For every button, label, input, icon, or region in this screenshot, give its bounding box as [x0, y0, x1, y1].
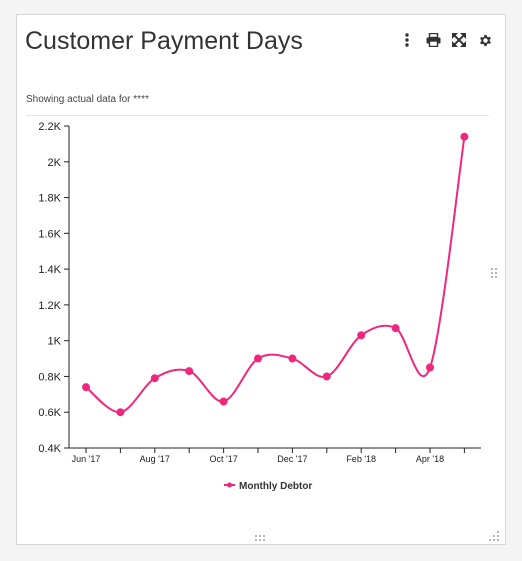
x-tick-label: Dec '17: [277, 454, 307, 464]
y-tick-label: 2K: [48, 157, 62, 169]
y-tick-label: 0.8K: [38, 371, 61, 383]
legend-dot-marker: [227, 482, 232, 488]
y-tick-label: 1.4K: [38, 264, 61, 276]
series-layer: [82, 132, 469, 417]
gear-icon[interactable]: [477, 32, 493, 48]
y-tick-label: 1K: [48, 336, 62, 348]
resize-handle-corner[interactable]: [489, 528, 499, 541]
data-point[interactable]: [460, 132, 469, 141]
y-tick-label: 1.8K: [38, 193, 61, 205]
y-axis: 0.4K 0.6K 0.8K 1K 1.2K 1.4K 1.6K 1.8K 2K 2.2K: [38, 121, 70, 455]
chart-widget: Customer Payment Days: [16, 14, 506, 545]
data-point[interactable]: [322, 372, 331, 381]
data-point[interactable]: [116, 408, 125, 417]
divider: [26, 115, 489, 116]
x-tick-label: Jun '17: [72, 454, 101, 464]
data-point[interactable]: [426, 363, 434, 372]
data-point[interactable]: [288, 354, 297, 363]
printer-icon[interactable]: [425, 32, 441, 48]
widget-title: Customer Payment Days: [25, 27, 303, 55]
x-tick-label: Feb '18: [346, 454, 376, 464]
data-point[interactable]: [391, 324, 400, 333]
vertical-ellipsis-icon[interactable]: [399, 32, 415, 48]
data-point[interactable]: [254, 354, 262, 363]
x-axis: Jun '17 Aug '17 Oct '17 Dec '17 Feb '18 Apr '…: [69, 447, 481, 464]
x-tick-label: Aug '17: [140, 454, 170, 464]
x-tick-label: Oct '17: [209, 454, 237, 464]
y-tick-label: 0.6K: [38, 407, 61, 419]
resize-handle-bottom[interactable]: [255, 530, 267, 541]
line-chart: 0.4K 0.6K 0.8K 1K 1.2K 1.4K 1.6K 1.8K 2K 2.2K Jun…: [38, 121, 481, 492]
data-point[interactable]: [219, 397, 228, 406]
data-point[interactable]: [82, 383, 90, 392]
chart-legend: Monthly Debtor: [224, 481, 312, 492]
chart-subtitle: Showing actual data for ****: [26, 94, 149, 105]
legend-label[interactable]: Monthly Debtor: [239, 481, 312, 492]
data-point[interactable]: [150, 374, 159, 383]
y-tick-label: 0.4K: [38, 443, 61, 455]
widget-toolbar: [399, 32, 493, 48]
expand-arrows-icon[interactable]: [451, 32, 467, 48]
series-line-0: [85, 136, 466, 414]
data-point[interactable]: [185, 367, 194, 376]
y-tick-label: 1.6K: [38, 228, 61, 240]
x-tick-label: Apr '18: [416, 454, 444, 464]
resize-handle-right[interactable]: [491, 267, 499, 279]
y-tick-label: 2.2K: [38, 121, 61, 133]
y-tick-label: 1.2K: [38, 300, 61, 312]
data-point[interactable]: [357, 331, 366, 340]
